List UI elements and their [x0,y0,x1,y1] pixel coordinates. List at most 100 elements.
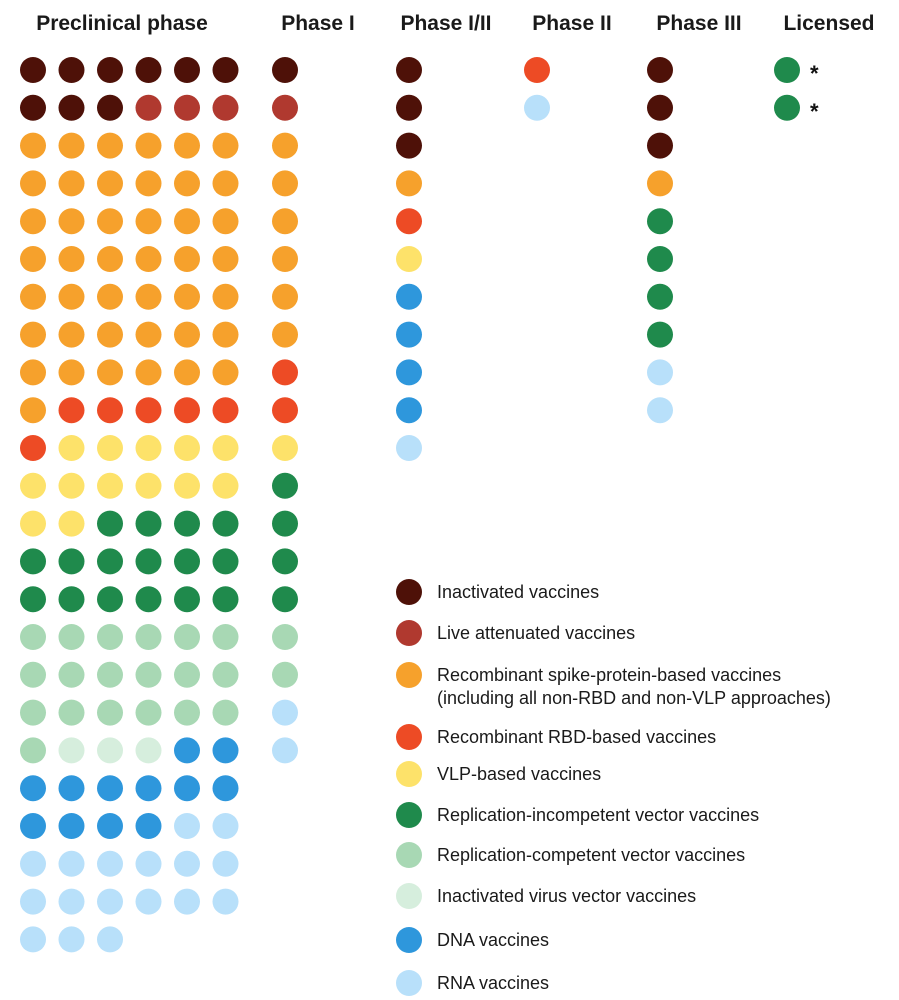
vaccine-dot-spike [212,170,239,197]
vaccine-dot-spike [212,283,239,310]
legend-label: VLP-based vaccines [437,764,601,784]
vaccine-dot-repl-comp [174,661,200,688]
vaccine-dot-spike [20,397,46,424]
vaccine-dot-vlp [212,435,239,461]
vaccine-dot-repl-incomp [272,472,298,499]
vaccine-dot-repl-comp [174,699,200,726]
vaccine-dot-dna [97,813,123,839]
vaccine-dot-repl-comp [58,661,85,688]
vaccine-dot-vlp [20,472,46,499]
legend-swatch-inact-vector [396,883,422,909]
vaccine-dot-repl-comp [20,699,46,726]
vaccine-dot-spike [174,359,200,386]
vaccine-dot-spike [20,170,46,197]
vaccine-dot-spike [272,321,298,348]
vaccine-dot-spike [58,283,85,310]
legend-swatch-vlp [396,761,422,787]
vaccine-dot-spike [135,246,162,272]
phase-header: Phase II [532,12,611,35]
vaccine-dot-inactivated [20,57,46,83]
vaccine-dot-repl-incomp [774,57,800,83]
vaccine-dot-repl-incomp [272,548,298,575]
vaccine-dot-rna [212,850,239,877]
vaccine-dot-repl-comp [20,661,46,688]
legend-label: Recombinant RBD-based vaccines [437,727,716,747]
vaccine-dot-vlp [97,472,123,499]
vaccine-dot-rbd [272,397,298,424]
vaccine-dot-repl-comp [20,624,46,650]
vaccine-dot-dna [58,775,85,802]
vaccine-dot-dna [212,775,239,802]
vaccine-dot-repl-incomp [212,586,239,613]
vaccine-dot-inactivated [174,57,200,83]
vaccine-dot-repl-incomp [647,208,673,235]
vaccine-dot-repl-comp [97,699,123,726]
legend-swatch-spike [396,662,422,688]
vaccine-dot-repl-incomp [135,586,162,613]
vaccine-dot-repl-comp [212,624,239,650]
vaccine-dot-rbd [20,435,46,461]
phase-header: Phase I/II [400,12,491,35]
vaccine-dot-rbd [58,397,85,424]
vaccine-dot-spike [135,132,162,159]
vaccine-dot-vlp [20,510,46,537]
legend-label: Inactivated vaccines [437,582,599,602]
vaccine-dot-spike [135,170,162,197]
vaccine-dot-inactivated [396,132,422,159]
vaccine-dot-repl-incomp [58,586,85,613]
vaccine-dot-dna [174,737,200,764]
vaccine-dot-vlp [174,435,200,461]
vaccine-dot-inactivated [97,94,123,121]
vaccine-dot-repl-incomp [135,510,162,537]
vaccine-dot-vlp [135,472,162,499]
vaccine-dot-rna [524,94,550,121]
vaccine-dot-repl-incomp [174,548,200,575]
vaccine-dot-repl-incomp [58,548,85,575]
legend-swatch-repl-comp [396,842,422,868]
vaccine-dot-dna [212,737,239,764]
vaccine-dot-spike [20,208,46,235]
vaccine-dot-repl-incomp [135,548,162,575]
vaccine-dot-rna [135,888,162,915]
vaccine-dot-spike [20,321,46,348]
vaccine-dot-dna [396,283,422,310]
vaccine-dot-spike [58,246,85,272]
vaccine-dot-inactivated [647,94,673,121]
vaccine-dot-spike [20,359,46,386]
vaccine-dot-rna [272,699,298,726]
phase-header: Phase III [656,12,741,35]
vaccine-dot-live-attenuated [212,94,239,121]
vaccine-dot-spike [212,246,239,272]
vaccine-dot-inactivated [20,94,46,121]
legend: Inactivated vaccines Live attenuated vacc… [396,579,831,996]
vaccine-dot-rna [647,359,673,386]
vaccine-dot-rna [97,888,123,915]
vaccine-dot-spike [97,170,123,197]
vaccine-dot-spike [272,132,298,159]
vaccine-dot-repl-incomp [97,586,123,613]
vaccine-dot-repl-comp [272,624,298,650]
vaccine-dot-rna [20,850,46,877]
legend-label: Inactivated virus vector vaccines [437,886,696,906]
vaccine-dot-vlp [58,510,85,537]
vaccine-dot-spike [58,321,85,348]
vaccine-dot-spike [135,321,162,348]
vaccine-dot-repl-incomp [20,548,46,575]
vaccine-dot-spike [174,283,200,310]
vaccine-dot-spike [135,208,162,235]
vaccine-dot-inactivated [58,94,85,121]
vaccine-dot-repl-comp [174,624,200,650]
vaccine-dot-dna [20,775,46,802]
vaccine-dot-dna [396,359,422,386]
vaccine-dot-rbd [272,359,298,386]
vaccine-dot-inactivated [272,57,298,83]
vaccine-dot-dna [20,813,46,839]
vaccine-dot-spike [272,170,298,197]
vaccine-dot-spike [396,170,422,197]
vaccine-dot-repl-incomp [97,548,123,575]
vaccine-dot-vlp [58,472,85,499]
vaccine-dot-repl-comp [212,699,239,726]
vaccine-dot-repl-incomp [212,510,239,537]
vaccine-dot-dna [135,775,162,802]
